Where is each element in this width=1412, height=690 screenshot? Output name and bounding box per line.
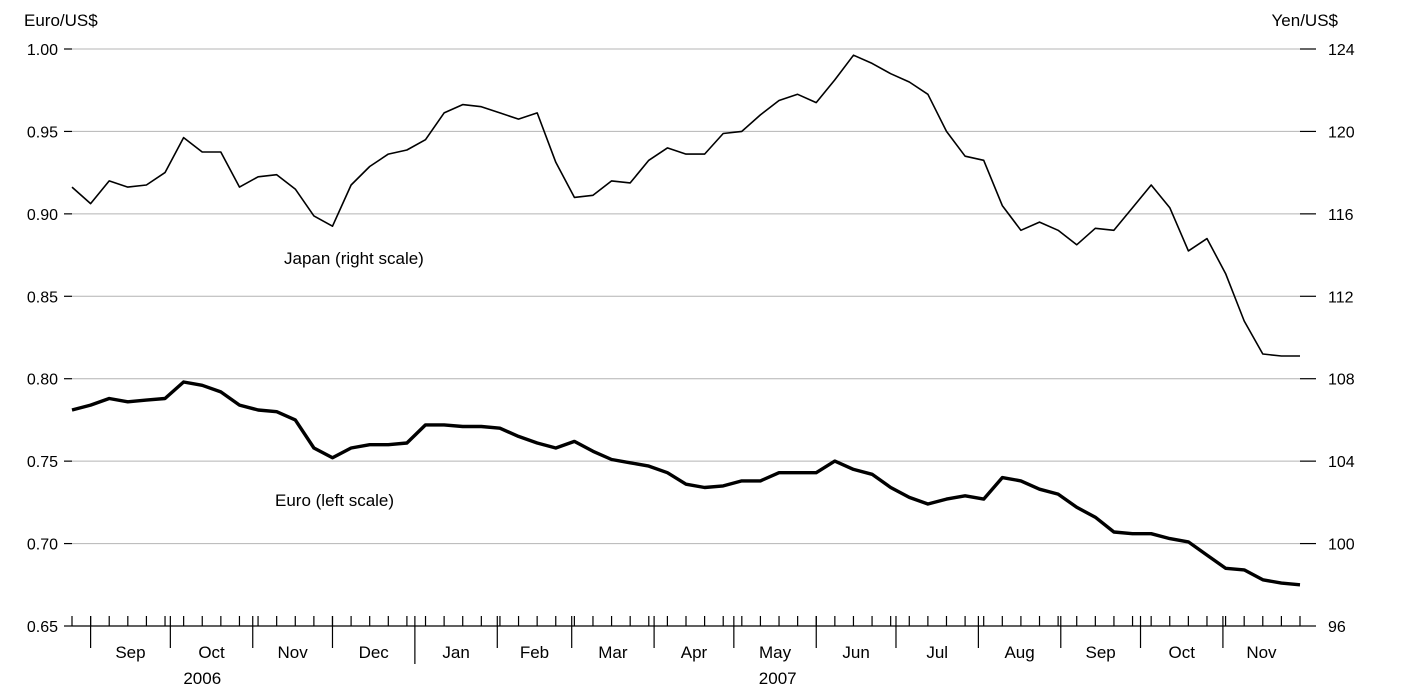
x-month-label: Feb [520, 643, 549, 662]
x-month-label: Mar [598, 643, 628, 662]
left-tick-label: 0.95 [27, 124, 58, 141]
right-tick-label: 112 [1328, 289, 1354, 306]
right-axis: 96 100 104 108 112 116 120 124 [1300, 42, 1355, 636]
series-line-japan [71, 54, 1300, 357]
right-tick-label: 124 [1328, 42, 1355, 59]
x-month-label: Sep [1086, 643, 1116, 662]
x-month-label: Oct [198, 643, 225, 662]
series-label-japan: Japan (right scale) [284, 249, 424, 268]
x-month-label: Aug [1004, 643, 1034, 662]
gridlines [72, 48, 1300, 545]
x-month-label: Jun [842, 643, 869, 662]
right-tick-label: 120 [1328, 124, 1355, 141]
left-tick-label: 1.00 [27, 42, 58, 59]
left-axis: 0.65 0.70 0.75 0.80 0.85 0.90 0.95 1.00 [27, 42, 72, 636]
x-month-label: Oct [1168, 643, 1195, 662]
left-tick-label: 0.85 [27, 289, 58, 306]
right-tick-label: 96 [1328, 619, 1346, 636]
left-axis-label: Euro/US$ [24, 11, 98, 30]
series-line-euro [71, 380, 1301, 587]
x-month-label: May [759, 643, 792, 662]
right-tick-label: 108 [1328, 372, 1355, 389]
series-lines [71, 54, 1301, 587]
x-month-label: Jan [442, 643, 469, 662]
x-month-label: Sep [115, 643, 145, 662]
right-tick-label: 116 [1328, 207, 1354, 224]
x-month-label: Dec [359, 643, 390, 662]
left-tick-label: 0.90 [27, 207, 58, 224]
x-month-label: Jul [926, 643, 948, 662]
left-tick-label: 0.65 [27, 619, 58, 636]
left-tick-label: 0.75 [27, 454, 58, 471]
right-tick-label: 100 [1328, 537, 1355, 554]
left-tick-label: 0.80 [27, 372, 58, 389]
right-axis-label: Yen/US$ [1272, 11, 1339, 30]
x-month-label: Nov [1246, 643, 1277, 662]
x-axis: Sep Oct Nov Dec Jan Feb Mar Apr May Jun Jul Aug Sep O… [71, 616, 1301, 688]
x-month-label: Apr [681, 643, 708, 662]
right-tick-label: 104 [1328, 454, 1355, 471]
series-label-euro: Euro (left scale) [275, 491, 394, 510]
left-tick-label: 0.70 [27, 537, 58, 554]
x-year-label: 2006 [183, 669, 221, 688]
x-month-label: Nov [277, 643, 308, 662]
x-year-label: 2007 [759, 669, 797, 688]
